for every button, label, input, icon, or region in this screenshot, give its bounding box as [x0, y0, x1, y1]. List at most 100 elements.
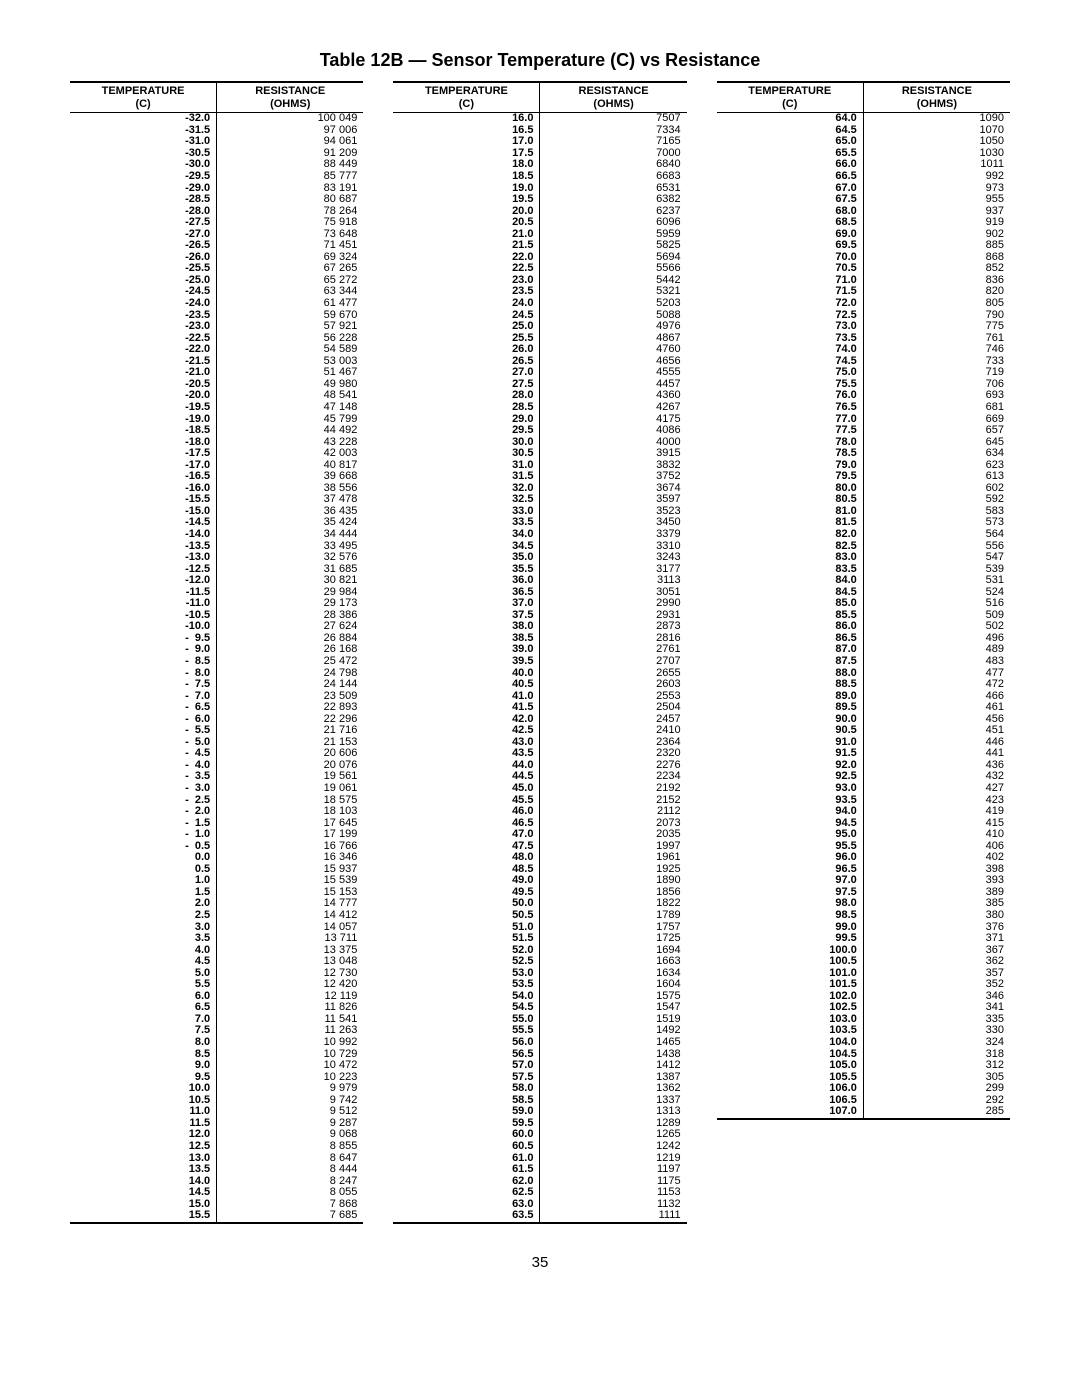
table-row: 39.52707 — [393, 656, 686, 668]
table-row: 69.5885 — [717, 240, 1010, 252]
table-row: 19.06531 — [393, 183, 686, 195]
cell-temperature: 19.5 — [393, 194, 540, 206]
cell-temperature: 83.0 — [717, 552, 864, 564]
table-row: - 7.524 144 — [70, 679, 363, 691]
table-row: 42.52410 — [393, 725, 686, 737]
cell-resistance: 14 412 — [217, 910, 364, 922]
cell-temperature: 28.5 — [393, 402, 540, 414]
cell-resistance: 4976 — [540, 321, 687, 333]
cell-resistance: 775 — [863, 321, 1010, 333]
table-row: 3.014 057 — [70, 922, 363, 934]
cell-resistance: 1789 — [540, 910, 687, 922]
table-row: 71.0836 — [717, 275, 1010, 287]
table-row: 58.01362 — [393, 1083, 686, 1095]
table-row: 23.55321 — [393, 286, 686, 298]
table-row: 69.0902 — [717, 229, 1010, 241]
cell-resistance: 992 — [863, 171, 1010, 183]
table-row: -23.057 921 — [70, 321, 363, 333]
table-row: 94.5415 — [717, 818, 1010, 830]
table-row: 35.03243 — [393, 552, 686, 564]
cell-temperature: 12.5 — [70, 1141, 217, 1153]
cell-resistance: 2192 — [540, 783, 687, 795]
table-row: - 7.023 509 — [70, 691, 363, 703]
table-row: 59.01313 — [393, 1106, 686, 1118]
table-row: 11.09 512 — [70, 1106, 363, 1118]
table-row: 26.54656 — [393, 356, 686, 368]
table-row: 104.5318 — [717, 1049, 1010, 1061]
table-row: 27.54457 — [393, 379, 686, 391]
table-row: 56.01465 — [393, 1037, 686, 1049]
table-row: 76.0693 — [717, 390, 1010, 402]
table-row: 78.0645 — [717, 437, 1010, 449]
table-row: -32.0100 049 — [70, 113, 363, 125]
table-row: 98.0385 — [717, 898, 1010, 910]
table-row: 17.07165 — [393, 136, 686, 148]
table-row: 89.0466 — [717, 691, 1010, 703]
header-temperature: TEMPERATURE (C) — [70, 82, 217, 113]
table-row: 40.52603 — [393, 679, 686, 691]
table-row: 17.57000 — [393, 148, 686, 160]
table-row: 73.5761 — [717, 333, 1010, 345]
table-row: 101.0357 — [717, 968, 1010, 980]
table-row: 44.02276 — [393, 760, 686, 772]
cell-temperature: 9.0 — [70, 1060, 217, 1072]
table-row: 100.5362 — [717, 956, 1010, 968]
cell-temperature: 15.5 — [70, 1210, 217, 1223]
table-row: 64.01090 — [717, 113, 1010, 125]
table-row: 37.52931 — [393, 610, 686, 622]
table-row: 12.58 855 — [70, 1141, 363, 1153]
cell-resistance: 25 472 — [217, 656, 364, 668]
cell-resistance: 10 472 — [217, 1060, 364, 1072]
cell-temperature: 46.0 — [393, 806, 540, 818]
cell-temperature: 67.5 — [717, 194, 864, 206]
table-row: 63.01132 — [393, 1199, 686, 1211]
table-row: 106.0299 — [717, 1083, 1010, 1095]
table-row: 65.51030 — [717, 148, 1010, 160]
table-row: 38.52816 — [393, 633, 686, 645]
table-row: 84.5524 — [717, 587, 1010, 599]
table-row: -28.078 264 — [70, 206, 363, 218]
table-row: -25.567 265 — [70, 263, 363, 275]
cell-temperature: 73.0 — [717, 321, 864, 333]
table-2: TEMPERATURE (C) RESISTANCE (OHMS) 16.075… — [393, 81, 686, 1224]
cell-resistance: 44 492 — [217, 425, 364, 437]
cell-resistance: 657 — [863, 425, 1010, 437]
table-row: 77.0669 — [717, 414, 1010, 426]
header-resistance: RESISTANCE (OHMS) — [540, 82, 687, 113]
table-row: 80.5592 — [717, 494, 1010, 506]
table-row: 54.51547 — [393, 1002, 686, 1014]
table-row: 95.0410 — [717, 829, 1010, 841]
table-row: 81.0583 — [717, 506, 1010, 518]
table-row: 97.0393 — [717, 875, 1010, 887]
table-row: 20.06237 — [393, 206, 686, 218]
table-row: 21.05959 — [393, 229, 686, 241]
table-row: 63.51111 — [393, 1210, 686, 1223]
cell-temperature: 99.5 — [717, 933, 864, 945]
header-resistance: RESISTANCE (OHMS) — [863, 82, 1010, 113]
table-row: 106.5292 — [717, 1095, 1010, 1107]
table-row: 102.0346 — [717, 991, 1010, 1003]
tbody-1: -32.0100 049-31.597 006-31.094 061-30.59… — [70, 113, 363, 1223]
table-row: 73.0775 — [717, 321, 1010, 333]
cell-resistance: 2504 — [540, 702, 687, 714]
table-row: -27.073 648 — [70, 229, 363, 241]
table-row: -26.069 324 — [70, 252, 363, 264]
cell-resistance: 634 — [863, 448, 1010, 460]
table-row: 75.0719 — [717, 367, 1010, 379]
table-row: 103.0335 — [717, 1014, 1010, 1026]
table-row: 86.5496 — [717, 633, 1010, 645]
cell-resistance: 2112 — [540, 806, 687, 818]
table-row: 49.01890 — [393, 875, 686, 887]
table-row: - 2.018 103 — [70, 806, 363, 818]
cell-temperature: 72.0 — [717, 298, 864, 310]
cell-temperature: 98.5 — [717, 910, 864, 922]
table-row: 47.02035 — [393, 829, 686, 841]
table-row: 33.03523 — [393, 506, 686, 518]
table-row: 82.0564 — [717, 529, 1010, 541]
table-row: 101.5352 — [717, 979, 1010, 991]
table-row: 9.510 223 — [70, 1072, 363, 1084]
table-row: 21.55825 — [393, 240, 686, 252]
cell-temperature: 93.0 — [717, 783, 864, 795]
table-row: -17.542 003 — [70, 448, 363, 460]
table-row: 14.08 247 — [70, 1176, 363, 1188]
